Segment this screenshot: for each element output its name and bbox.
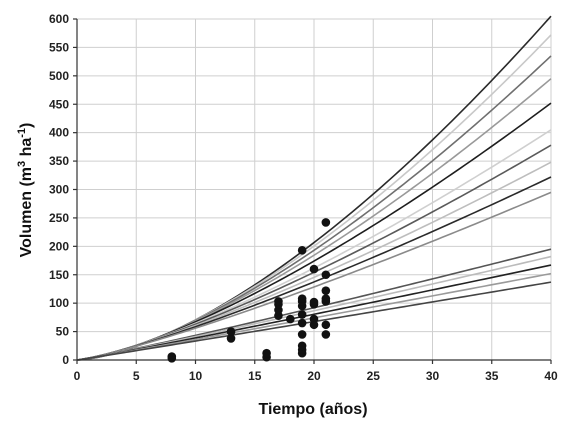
- data-point: [297, 330, 307, 339]
- data-point: [321, 218, 331, 227]
- data-point: [297, 310, 307, 319]
- y-tick-label: 400: [49, 126, 69, 140]
- y-tick-label: 0: [62, 353, 69, 367]
- x-tick-label: 0: [74, 369, 81, 383]
- axes: [73, 18, 552, 364]
- grid: [77, 18, 552, 360]
- y-tick-label: 350: [49, 154, 69, 168]
- data-point: [321, 286, 331, 295]
- y-tick-label: 500: [49, 69, 69, 83]
- x-tick-label: 35: [485, 369, 499, 383]
- growth-curve: [76, 255, 552, 361]
- data-point: [297, 246, 307, 255]
- data-point: [297, 341, 307, 351]
- growth-curve: [76, 191, 552, 361]
- x-axis-title: Tiempo (años): [258, 401, 367, 418]
- y-tick-label: 150: [49, 268, 69, 282]
- x-tick-label: 20: [307, 369, 321, 383]
- y-tick-label: 300: [49, 183, 69, 197]
- data-point: [226, 334, 236, 343]
- y-tick-label: 550: [49, 40, 69, 54]
- x-tick-label: 40: [544, 369, 558, 383]
- data-point: [309, 314, 319, 324]
- data-point: [167, 352, 177, 361]
- y-tick-label: 50: [56, 325, 70, 339]
- data-point: [286, 314, 295, 324]
- x-tick-label: 15: [248, 369, 262, 383]
- data-point: [262, 348, 271, 358]
- x-tick-label: 5: [133, 369, 140, 383]
- x-tick-label: 10: [189, 369, 203, 383]
- data-point: [321, 330, 331, 339]
- x-tick-label: 30: [426, 369, 440, 383]
- data-point: [321, 270, 331, 280]
- growth-curve: [76, 264, 552, 361]
- data-point: [321, 294, 331, 303]
- data-point: [297, 318, 307, 328]
- tick-labels: 0 5 10 15 20 25 30 35 40050100150200250300350400…: [49, 12, 558, 383]
- y-axis-title: Volumen (m3 ha-1): [16, 123, 35, 258]
- data-point: [309, 264, 319, 274]
- data-point: [309, 297, 319, 307]
- x-tick-label: 25: [367, 369, 381, 383]
- y-tick-label: 600: [49, 12, 69, 26]
- point-group: [167, 218, 331, 363]
- y-tick-label: 100: [49, 296, 69, 310]
- y-tick-label: 250: [49, 211, 69, 225]
- y-tick-label: 450: [49, 97, 69, 111]
- data-point: [321, 320, 331, 330]
- y-tick-label: 200: [49, 239, 69, 253]
- data-point: [297, 294, 307, 303]
- data-point: [274, 297, 283, 306]
- data-point: [226, 327, 236, 336]
